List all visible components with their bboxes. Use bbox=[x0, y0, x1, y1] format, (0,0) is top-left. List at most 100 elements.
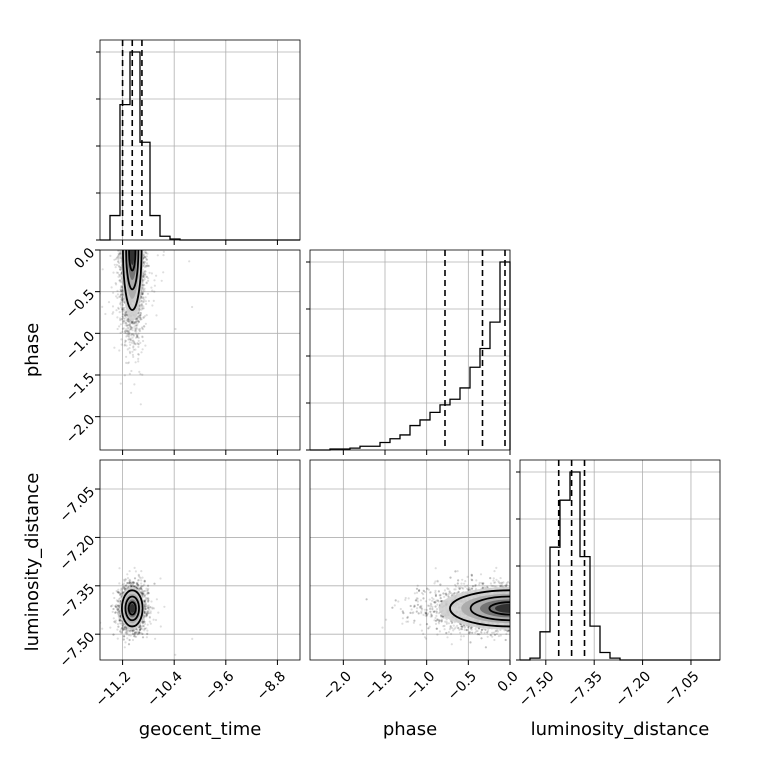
scatter-point bbox=[132, 322, 135, 325]
scatter-point bbox=[139, 627, 142, 631]
scatter-point bbox=[120, 293, 123, 296]
scatter-point bbox=[122, 628, 125, 631]
scatter-point bbox=[129, 325, 132, 328]
scatter-point bbox=[139, 586, 142, 590]
scatter-point bbox=[142, 592, 145, 596]
scatter-point bbox=[115, 309, 118, 312]
scatter-point bbox=[137, 573, 140, 576]
scatter-point bbox=[117, 608, 120, 611]
scatter-point bbox=[120, 288, 123, 292]
scatter-point bbox=[137, 353, 140, 356]
scatter-point bbox=[122, 638, 125, 641]
scatter-point bbox=[141, 636, 145, 639]
scatter-point bbox=[118, 567, 121, 570]
scatter-point bbox=[126, 637, 129, 640]
scatter-point bbox=[125, 627, 128, 631]
scatter-point bbox=[141, 625, 144, 628]
scatter-point bbox=[143, 599, 146, 602]
scatter-point bbox=[132, 334, 135, 337]
scatter-point bbox=[124, 314, 127, 317]
scatter-point bbox=[121, 627, 124, 630]
scatter-point bbox=[114, 605, 117, 609]
scatter-point bbox=[141, 591, 144, 595]
scatter-point bbox=[134, 336, 138, 339]
scatter-point bbox=[132, 581, 135, 585]
scatter-point bbox=[113, 346, 116, 349]
scatter-point bbox=[120, 631, 123, 634]
scatter-point bbox=[142, 592, 145, 595]
scatter-point bbox=[131, 333, 134, 336]
scatter-point bbox=[117, 625, 120, 628]
scatter-point bbox=[145, 251, 148, 254]
scatter-point bbox=[120, 588, 123, 591]
scatter-point bbox=[118, 619, 121, 622]
scatter-point bbox=[139, 311, 142, 315]
scatter-point bbox=[123, 313, 126, 317]
scatter-point bbox=[120, 293, 123, 296]
scatter-point bbox=[127, 629, 130, 633]
scatter-point bbox=[142, 594, 145, 597]
scatter-point bbox=[134, 361, 137, 364]
scatter-point bbox=[123, 331, 126, 334]
scatter-point bbox=[117, 591, 120, 594]
scatter-point bbox=[138, 631, 141, 634]
scatter-point bbox=[142, 584, 145, 588]
scatter-point bbox=[141, 292, 144, 295]
scatter-point bbox=[143, 261, 146, 264]
scatter-point bbox=[122, 327, 125, 330]
scatter-point bbox=[128, 341, 131, 344]
scatter-point bbox=[138, 314, 142, 317]
scatter-point bbox=[123, 646, 126, 649]
scatter-point bbox=[112, 271, 115, 274]
scatter-point bbox=[143, 251, 146, 254]
scatter-point bbox=[139, 627, 142, 631]
scatter-point bbox=[134, 635, 137, 638]
scatter-point bbox=[116, 637, 119, 640]
scatter-point bbox=[144, 300, 147, 303]
scatter-point bbox=[131, 581, 134, 585]
scatter-point bbox=[124, 641, 127, 644]
scatter-point bbox=[136, 316, 139, 319]
scatter-point bbox=[123, 343, 126, 346]
scatter-point bbox=[116, 608, 120, 612]
scatter-point bbox=[144, 322, 147, 325]
scatter-point bbox=[126, 333, 129, 336]
scatter-point bbox=[144, 603, 147, 606]
scatter-point bbox=[132, 342, 135, 345]
scatter-point bbox=[84, 612, 86, 614]
scatter-point bbox=[118, 618, 121, 621]
scatter-point bbox=[142, 316, 145, 319]
scatter-point bbox=[119, 593, 122, 597]
scatter-point bbox=[147, 599, 150, 602]
scatter-point bbox=[137, 360, 140, 363]
scatter-point bbox=[163, 605, 166, 608]
scatter-point bbox=[114, 604, 117, 608]
scatter-point bbox=[117, 625, 120, 628]
scatter-point bbox=[118, 349, 121, 352]
scatter-point bbox=[135, 317, 138, 320]
scatter-point bbox=[134, 328, 137, 331]
scatter-point bbox=[101, 305, 104, 308]
scatter-point bbox=[143, 620, 146, 624]
scatter-point bbox=[155, 314, 158, 317]
scatter-point bbox=[119, 281, 122, 284]
scatter-point bbox=[118, 265, 121, 268]
scatter-point bbox=[142, 621, 145, 624]
scatter-point bbox=[127, 335, 131, 338]
scatter-point bbox=[122, 628, 126, 631]
scatter-point bbox=[139, 403, 142, 406]
scatter-point bbox=[112, 592, 115, 595]
scatter-point bbox=[148, 620, 151, 623]
scatter-point bbox=[116, 608, 119, 611]
scatter-point bbox=[135, 635, 138, 638]
scatter-point bbox=[124, 316, 128, 319]
scatter-point bbox=[159, 625, 162, 628]
scatter-point bbox=[126, 581, 129, 585]
scatter-point bbox=[142, 592, 145, 595]
scatter-point bbox=[138, 631, 141, 634]
scatter-point bbox=[119, 295, 122, 298]
scatter-point bbox=[131, 350, 134, 353]
scatter-point bbox=[118, 598, 121, 601]
scatter-point bbox=[112, 633, 115, 636]
scatter-point bbox=[142, 301, 145, 304]
